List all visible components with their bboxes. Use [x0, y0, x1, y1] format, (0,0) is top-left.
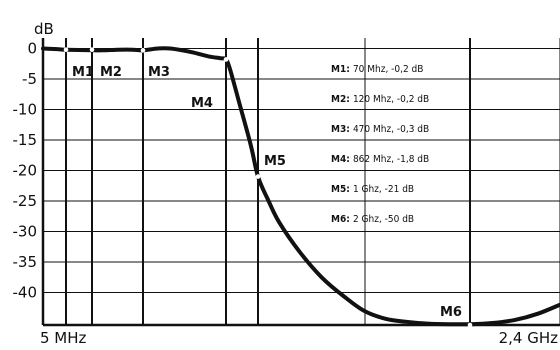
- marker-label: M4: [191, 96, 213, 111]
- marker-labels: M1 M2 M3 M4 M5 M6: [72, 65, 462, 320]
- legend-entry: M5: 1 Ghz, -21 dB: [331, 184, 414, 195]
- legend-entry: M6: 2 Ghz, -50 dB: [331, 214, 414, 225]
- marker-point: [223, 57, 229, 62]
- y-tick-label: -40: [13, 284, 38, 302]
- legend-value: 2 Ghz, -50 dB: [353, 214, 414, 225]
- marker-label: M5: [264, 154, 286, 169]
- y-tick-label: -25: [13, 192, 38, 210]
- legend-entry: M3: 470 Mhz, -0,3 dB: [331, 124, 429, 135]
- grid: [43, 38, 560, 325]
- y-tick-label: -20: [13, 162, 38, 180]
- y-tick-label: -15: [13, 131, 38, 149]
- marker-label: M6: [440, 305, 462, 320]
- y-tick-label: 0: [27, 40, 37, 58]
- marker-point: [89, 47, 95, 53]
- marker-point: [140, 48, 146, 53]
- x-end-label: 2,4 GHz: [499, 329, 559, 347]
- marker-points: [63, 47, 473, 328]
- legend-key: M3:: [331, 124, 353, 135]
- legend-entry: M2: 120 Mhz, -0,2 dB: [331, 94, 429, 105]
- marker-point: [467, 322, 473, 328]
- y-tick-label: -35: [13, 253, 38, 271]
- axes: [41, 38, 560, 327]
- marker-point: [255, 174, 261, 179]
- legend-value: 120 Mhz, -0,2 dB: [353, 94, 429, 105]
- legend-value: 1 Ghz, -21 dB: [353, 184, 414, 195]
- marker-label: M3: [148, 65, 170, 80]
- legend-key: M2:: [331, 94, 353, 105]
- legend-key: M6:: [331, 214, 353, 225]
- x-start-label: 5 MHz: [40, 329, 87, 347]
- marker-point: [63, 47, 69, 53]
- legend-key: M1:: [331, 64, 353, 75]
- y-tick-label: -5: [22, 70, 37, 88]
- legend-entry: M4: 862 Mhz, -1,8 dB: [331, 154, 429, 165]
- y-tick-labels: 0 -5 -10 -15 -20 -25 -30 -35 -40: [13, 40, 38, 302]
- legend-value: 70 Mhz, -0,2 dB: [353, 64, 424, 75]
- response-curve: [41, 46, 560, 327]
- legend-value: 862 Mhz, -1,8 dB: [353, 154, 429, 165]
- y-tick-label: -10: [13, 101, 38, 119]
- y-tick-label: -30: [13, 223, 38, 241]
- marker-label: M2: [100, 65, 122, 80]
- legend-value: 470 Mhz, -0,3 dB: [353, 124, 429, 135]
- marker-label: M1: [72, 65, 94, 80]
- legend-key: M4:: [331, 154, 353, 165]
- marker-lines: [65, 38, 471, 325]
- legend-key: M5:: [331, 184, 353, 195]
- legend-entry: M1: 70 Mhz, -0,2 dB: [331, 64, 423, 75]
- y-unit-label: dB: [34, 20, 54, 38]
